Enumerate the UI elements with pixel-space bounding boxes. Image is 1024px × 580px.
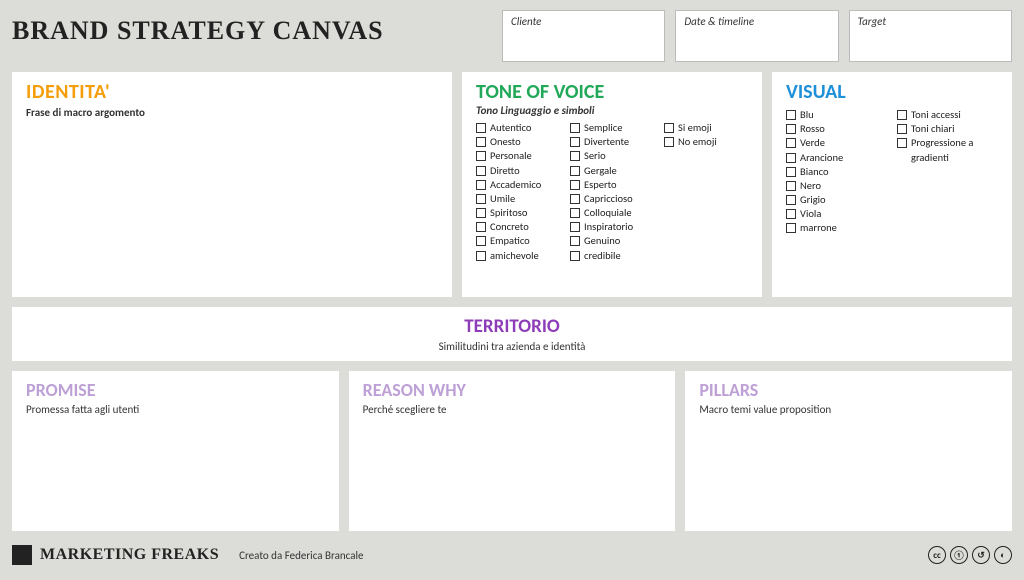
visual-col1: BluRossoVerdeArancioneBiancoNeroGrigioVi…: [786, 108, 887, 236]
checkbox-item[interactable]: Autentico: [476, 121, 560, 135]
checkbox-item[interactable]: Nero: [786, 179, 887, 193]
tone-sub: Tono Linguaggio e simboli: [476, 104, 748, 117]
checkbox-item[interactable]: Verde: [786, 136, 887, 150]
checkbox-item[interactable]: Capriccioso: [570, 192, 654, 206]
tone-col1: AutenticoOnestoPersonaleDirettoAccademic…: [476, 121, 560, 263]
territorio-panel: TERRITORIO Similitudini tra azienda e id…: [12, 307, 1012, 361]
checkbox-item[interactable]: Bianco: [786, 165, 887, 179]
reason-sub: Perché scegliere te: [363, 403, 662, 416]
checkbox-item[interactable]: Concreto: [476, 220, 560, 234]
footer: MARKETING FREAKS Creato da Federica Bran…: [12, 541, 1012, 565]
meta-cliente-label: Cliente: [511, 15, 656, 28]
checkbox-item[interactable]: Onesto: [476, 135, 560, 149]
checkbox-item[interactable]: Personale: [476, 149, 560, 163]
visual-title: VISUAL: [786, 80, 998, 104]
checkbox-item[interactable]: Arancione: [786, 151, 887, 165]
promise-title: PROMISE: [26, 379, 325, 401]
meta-target-label: Target: [858, 15, 1003, 28]
territorio-sub: Similitudini tra azienda e identità: [12, 340, 1012, 353]
checkbox-item[interactable]: marrone: [786, 221, 887, 235]
checkbox-item[interactable]: Genuino: [570, 234, 654, 248]
logo-icon: [12, 545, 32, 565]
footer-credit: Creato da Federica Brancale: [239, 549, 363, 562]
cc-license-icons: cc ① ↺ ◐: [928, 546, 1012, 564]
identita-sub: Frase di macro argomento: [26, 106, 438, 119]
footer-brand: MARKETING FREAKS: [40, 546, 219, 564]
checkbox-item[interactable]: Esperto: [570, 178, 654, 192]
tone-title: TONE OF VOICE: [476, 80, 748, 104]
checkbox-item[interactable]: amichevole: [476, 249, 560, 263]
cc-by-icon: ①: [950, 546, 968, 564]
checkbox-item[interactable]: Toni accessi: [897, 108, 998, 122]
checkbox-item[interactable]: Si emoji: [664, 121, 748, 135]
reason-title: REASON WHY: [363, 379, 662, 401]
checkbox-item[interactable]: credibile: [570, 249, 654, 263]
pillars-panel: PILLARS Macro temi value proposition: [685, 371, 1012, 531]
tone-panel: TONE OF VOICE Tono Linguaggio e simboli …: [462, 72, 762, 297]
checkbox-item[interactable]: Progressione a gradienti: [897, 136, 998, 164]
checkbox-item[interactable]: Grigio: [786, 193, 887, 207]
reason-panel: REASON WHY Perché scegliere te: [349, 371, 676, 531]
cc-icon: cc: [928, 546, 946, 564]
identita-panel: IDENTITA' Frase di macro argomento: [12, 72, 452, 297]
pillars-sub: Macro temi value proposition: [699, 403, 998, 416]
tone-col3: Si emojiNo emoji: [664, 121, 748, 149]
checkbox-item[interactable]: Diretto: [476, 164, 560, 178]
tone-col2: SempliceDivertenteSerioGergaleEspertoCap…: [570, 121, 654, 263]
checkbox-item[interactable]: Serio: [570, 149, 654, 163]
checkbox-item[interactable]: Viola: [786, 207, 887, 221]
meta-date-label: Date & timeline: [684, 15, 829, 28]
checkbox-item[interactable]: Toni chiari: [897, 122, 998, 136]
checkbox-item[interactable]: Inspiratorio: [570, 220, 654, 234]
checkbox-item[interactable]: Accademico: [476, 178, 560, 192]
pillars-title: PILLARS: [699, 379, 998, 401]
checkbox-item[interactable]: Empatico: [476, 234, 560, 248]
checkbox-item[interactable]: Colloquiale: [570, 206, 654, 220]
meta-date-box[interactable]: Date & timeline: [675, 10, 838, 62]
checkbox-item[interactable]: Divertente: [570, 135, 654, 149]
promise-sub: Promessa fatta agli utenti: [26, 403, 325, 416]
checkbox-item[interactable]: Gergale: [570, 164, 654, 178]
cc-nc-icon: ◐: [994, 546, 1012, 564]
cc-sa-icon: ↺: [972, 546, 990, 564]
canvas-title: BRAND STRATEGY CANVAS: [12, 10, 492, 62]
checkbox-item[interactable]: No emoji: [664, 135, 748, 149]
checkbox-item[interactable]: Spiritoso: [476, 206, 560, 220]
meta-target-box[interactable]: Target: [849, 10, 1012, 62]
checkbox-item[interactable]: Rosso: [786, 122, 887, 136]
meta-cliente-box[interactable]: Cliente: [502, 10, 665, 62]
checkbox-item[interactable]: Semplice: [570, 121, 654, 135]
territorio-title: TERRITORIO: [12, 315, 1012, 338]
checkbox-item[interactable]: Blu: [786, 108, 887, 122]
promise-panel: PROMISE Promessa fatta agli utenti: [12, 371, 339, 531]
checkbox-item[interactable]: Umile: [476, 192, 560, 206]
visual-panel: VISUAL BluRossoVerdeArancioneBiancoNeroG…: [772, 72, 1012, 297]
visual-col2: Toni accessiToni chiariProgressione a gr…: [897, 108, 998, 165]
identita-title: IDENTITA': [26, 80, 438, 104]
